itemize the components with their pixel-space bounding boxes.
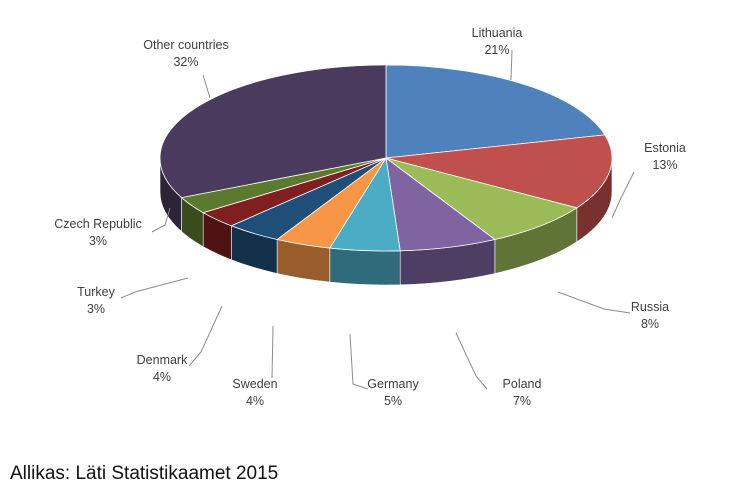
value-label-poland: 7%	[513, 394, 531, 408]
label-denmark: Denmark	[137, 353, 188, 367]
label-turkey: Turkey	[77, 285, 115, 299]
slice-other-countries[interactable]	[159, 64, 387, 199]
source-caption: Allikas: Läti Statistikaamet 2015	[10, 463, 279, 484]
leader-line-czech-republic	[151, 207, 171, 233]
leader-line-poland	[455, 332, 488, 390]
leader-line-germany	[349, 333, 369, 390]
slice-labels: Lithuania 21% Estonia 13% Russia 8% Poland 7% Ge…	[54, 26, 686, 408]
leader-line-other-countries	[202, 74, 211, 99]
leader-line-estonia	[611, 171, 635, 219]
label-lithuania: Lithuania	[472, 26, 523, 40]
label-russia: Russia	[631, 300, 669, 314]
label-estonia: Estonia	[644, 141, 686, 155]
value-label-lithuania: 21%	[484, 43, 509, 57]
value-label-estonia: 13%	[652, 158, 677, 172]
label-sweden: Sweden	[232, 377, 277, 391]
leader-lines	[120, 49, 635, 390]
leader-line-lithuania	[510, 49, 513, 81]
value-label-turkey: 3%	[87, 302, 105, 316]
slice-estonia[interactable]	[385, 134, 613, 209]
value-label-germany: 5%	[384, 394, 402, 408]
pie-sides	[159, 157, 613, 286]
label-poland: Poland	[503, 377, 542, 391]
slice-lithuania[interactable]	[385, 64, 606, 159]
leader-line-denmark	[188, 305, 223, 367]
label-czech-republic: Czech Republic	[54, 217, 142, 231]
leader-line-sweden	[271, 325, 274, 379]
pie-slices	[159, 64, 613, 252]
value-label-sweden: 4%	[246, 394, 264, 408]
value-label-czech-republic: 3%	[89, 234, 107, 248]
value-label-russia: 8%	[641, 317, 659, 331]
value-label-denmark: 4%	[153, 370, 171, 384]
value-label-other-countries: 32%	[173, 55, 198, 69]
label-germany: Germany	[367, 377, 419, 391]
leader-line-turkey	[120, 277, 189, 299]
pie-chart: Lithuania 21% Estonia 13% Russia 8% Poland 7% Ge…	[54, 26, 686, 408]
label-other-countries: Other countries	[143, 38, 228, 52]
slice-russia[interactable]	[385, 157, 578, 240]
leader-line-russia	[557, 291, 631, 314]
slice-side-germany	[329, 247, 401, 286]
